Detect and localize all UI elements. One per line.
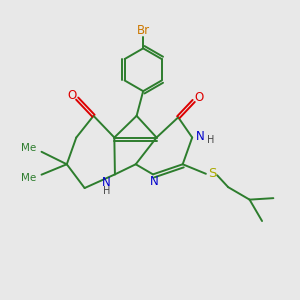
Text: N: N: [102, 176, 111, 189]
Text: H: H: [207, 135, 214, 145]
Text: H: H: [103, 186, 110, 196]
Text: S: S: [208, 167, 217, 180]
Text: Me: Me: [21, 172, 37, 183]
Text: Br: Br: [136, 24, 150, 37]
Text: Me: Me: [21, 143, 37, 153]
Text: O: O: [67, 88, 76, 101]
Text: O: O: [194, 91, 204, 104]
Text: N: N: [196, 130, 205, 142]
Text: N: N: [150, 175, 159, 188]
